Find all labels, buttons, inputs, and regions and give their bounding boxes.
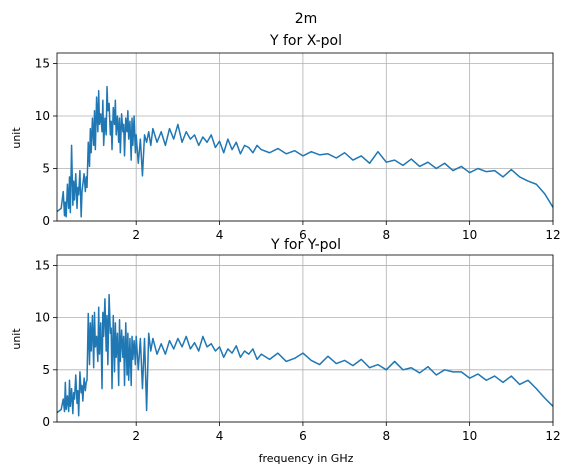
- subplot-y-pol: unit frequency in GHz 2 4 6 8 10 12 0 5 10 15 Y fo…: [10, 237, 561, 465]
- y-tick-label: 15: [35, 57, 50, 71]
- subplot-title-x-pol: Y for X-pol: [269, 33, 342, 49]
- y-axis-label-y-pol: unit: [10, 328, 23, 350]
- y-axis-label-x-pol: unit: [10, 127, 23, 149]
- axes-frame-y-pol: [56, 254, 554, 423]
- y-tick-label: 0: [42, 214, 50, 228]
- y-tick-label: 15: [35, 258, 50, 272]
- x-tick-label: 8: [382, 429, 390, 443]
- x-tick-label: 12: [545, 228, 560, 242]
- x-tick-label: 10: [462, 228, 477, 242]
- subplot-title-y-pol: Y for Y-pol: [270, 237, 341, 253]
- x-tick-label: 8: [382, 228, 390, 242]
- y-tick-label: 5: [42, 363, 50, 377]
- x-tick-label: 4: [216, 228, 224, 242]
- x-tick-label: 2: [132, 429, 140, 443]
- y-tick-label: 5: [42, 162, 50, 176]
- x-tick-label: 6: [299, 228, 307, 242]
- x-tick-label: 6: [299, 429, 307, 443]
- x-tick-label: 10: [462, 429, 477, 443]
- series-line-y-pol: [56, 293, 554, 417]
- y-tick-label: 10: [35, 109, 50, 123]
- axes-frame-x-pol: [56, 52, 554, 222]
- subplot-x-pol: unit 2 4 6 8 10 12 0 5 10 15 Y for X-pol: [10, 33, 561, 242]
- x-tick-label: 4: [216, 429, 224, 443]
- x-tick-label: 12: [545, 429, 560, 443]
- figure-suptitle: 2m: [295, 11, 318, 27]
- y-tick-label: 10: [35, 311, 50, 325]
- y-tick-label: 0: [42, 415, 50, 429]
- x-axis-label-y-pol: frequency in GHz: [259, 452, 354, 465]
- x-tick-label: 2: [132, 228, 140, 242]
- series-line-x-pol: [56, 85, 554, 218]
